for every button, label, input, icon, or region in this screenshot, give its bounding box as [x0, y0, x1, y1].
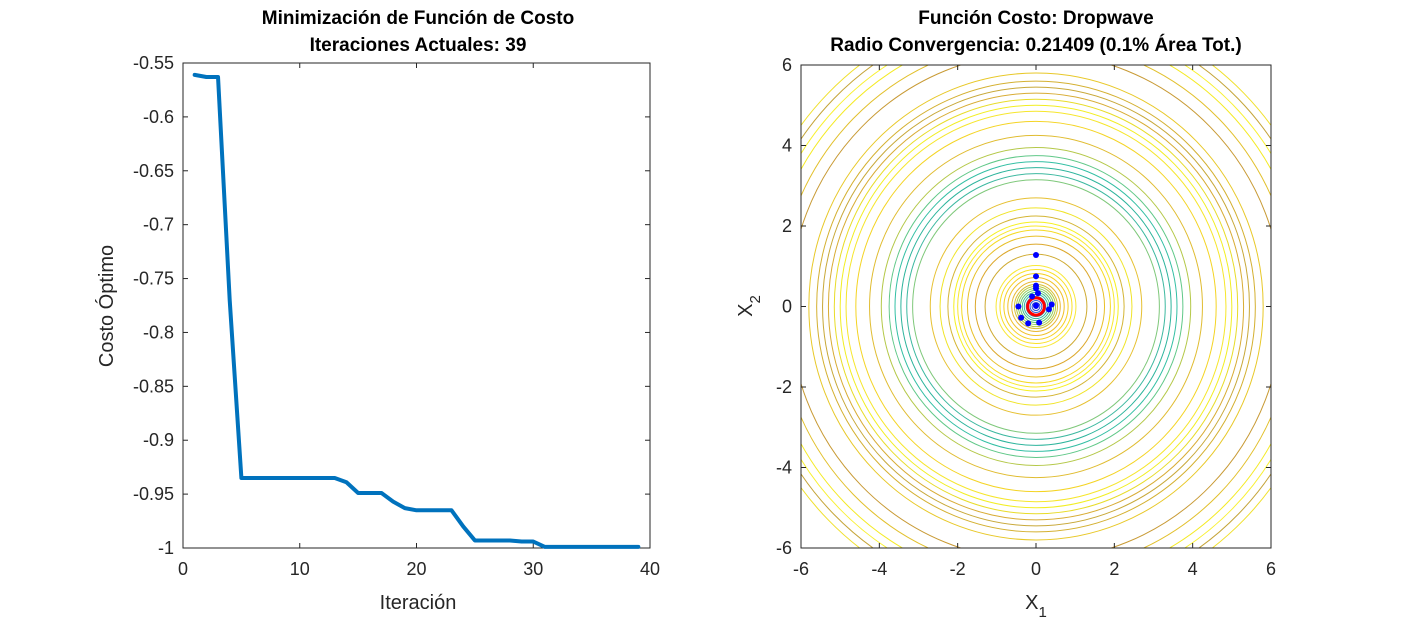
- contour-line: [900, 167, 1172, 446]
- left-y-tick-label: -0.85: [133, 376, 174, 396]
- right-y-tick-label: 2: [782, 216, 792, 236]
- right-y-tick-label: -6: [776, 538, 792, 558]
- right-x-tick-label: 2: [1109, 559, 1119, 579]
- left-y-tick-label: -0.8: [143, 322, 174, 342]
- contour-line: [816, 80, 1256, 533]
- x1-base: X: [1025, 592, 1038, 614]
- contour-line: [827, 92, 1245, 521]
- left-x-tick-label: 0: [178, 559, 188, 579]
- left-series: [192, 72, 641, 549]
- left-x-tick-label: 10: [290, 559, 310, 579]
- contour-line: [966, 235, 1106, 378]
- left-y-tick-label: -0.9: [143, 430, 174, 450]
- contour-line: [869, 134, 1203, 479]
- contour-line: [839, 104, 1233, 509]
- contour-line: [822, 86, 1250, 527]
- particle-point: [1033, 302, 1039, 309]
- left-chart-subtitle: Iteraciones Actuales: 39: [310, 35, 527, 56]
- left-y-tick-label: -0.7: [143, 215, 174, 235]
- right-x-tick-label: 4: [1188, 559, 1198, 579]
- x1-subscript: 1: [1039, 604, 1047, 621]
- particle-point: [1033, 285, 1039, 292]
- particle-point: [1015, 303, 1022, 310]
- contour-line: [880, 147, 1192, 466]
- left-x-tick-label: 20: [406, 559, 426, 579]
- left-y-tick-label: -1: [158, 538, 174, 558]
- convergence-radius-circle: [1026, 296, 1046, 317]
- left-y-tick-label: -0.6: [143, 107, 174, 127]
- particle-point: [1018, 314, 1025, 321]
- contour-line: [999, 268, 1073, 345]
- right-y-tick-label: -4: [776, 458, 792, 478]
- contour-lines: [801, 65, 1271, 548]
- contour-line: [808, 72, 1264, 541]
- right-x-tick-label: -2: [950, 559, 966, 579]
- right-y-tick-label: 6: [782, 55, 792, 75]
- contour-line: [845, 110, 1227, 503]
- contour-line: [929, 197, 1143, 416]
- contour-line: [888, 155, 1184, 458]
- left-plot-area: [182, 62, 651, 549]
- contour-line: [939, 207, 1133, 406]
- contour-line: [894, 161, 1178, 452]
- contour-line: [912, 179, 1160, 434]
- right-y-tick-label: -2: [776, 377, 792, 397]
- contour-line: [906, 173, 1166, 440]
- right-y-tick-label: 4: [782, 136, 792, 156]
- right-chart-title: Función Costo: Dropwave: [918, 8, 1153, 29]
- right-chart-subtitle: Radio Convergencia: 0.21409 (0.1% Área T…: [830, 34, 1241, 56]
- left-x-tick-label: 30: [523, 559, 543, 579]
- contour-line: [947, 215, 1125, 398]
- right-x-axis-label: X1: [1025, 592, 1047, 621]
- contour-line: [995, 264, 1077, 349]
- left-y-tick-label: -0.95: [133, 484, 174, 504]
- contour-line: [1031, 301, 1041, 312]
- contour-line: [957, 225, 1115, 388]
- contour-line: [961, 229, 1111, 384]
- right-ticks: -6 -4 -2 0 2 4 6 6 4 2 0 -2 -4 -6: [776, 55, 1276, 579]
- particles: [1015, 251, 1055, 327]
- particle-point: [1033, 273, 1039, 280]
- right-x-tick-label: -6: [793, 559, 809, 579]
- particle-point: [1048, 301, 1055, 308]
- particle-point: [1034, 290, 1041, 297]
- right-x-tick-label: -4: [871, 559, 887, 579]
- dropwave-contour-chart: Función Costo: Dropwave Radio Convergenc…: [735, 8, 1276, 621]
- cost-series-line: [192, 72, 641, 549]
- x2-base: X: [735, 304, 757, 317]
- particle-point: [1029, 293, 1036, 300]
- left-y-tick-label: -0.55: [133, 53, 174, 73]
- particle-point: [1045, 306, 1052, 313]
- particle-point: [1025, 320, 1032, 327]
- contour-line: [855, 120, 1217, 493]
- particle-point: [1033, 251, 1039, 258]
- contour-line: [1011, 281, 1061, 332]
- cost-line-chart: Minimización de Función de Costo Iteraci…: [95, 8, 660, 614]
- right-x-tick-label: 6: [1266, 559, 1276, 579]
- right-x-tick-label: 0: [1031, 559, 1041, 579]
- contour-line: [953, 221, 1119, 392]
- x2-subscript: 2: [747, 295, 764, 303]
- left-ticks: 0 10 20 30 40 -0.55 -0.6 -0.65 -0.7 -0.75 -0.8 -0.8…: [133, 53, 660, 579]
- contour-line: [974, 243, 1098, 370]
- left-x-axis-label: Iteración: [380, 592, 457, 614]
- left-y-axis-label: Costo Óptimo: [95, 245, 118, 367]
- contour-line: [833, 98, 1239, 515]
- left-x-tick-label: 40: [640, 559, 660, 579]
- left-chart-title: Minimización de Función de Costo: [262, 8, 574, 29]
- left-y-tick-label: -0.65: [133, 161, 174, 181]
- left-y-tick-label: -0.75: [133, 269, 174, 289]
- contour-line: [1029, 299, 1043, 314]
- particle-point: [1036, 319, 1043, 326]
- right-y-axis-label: X2: [735, 295, 764, 317]
- right-y-tick-label: 0: [782, 297, 792, 317]
